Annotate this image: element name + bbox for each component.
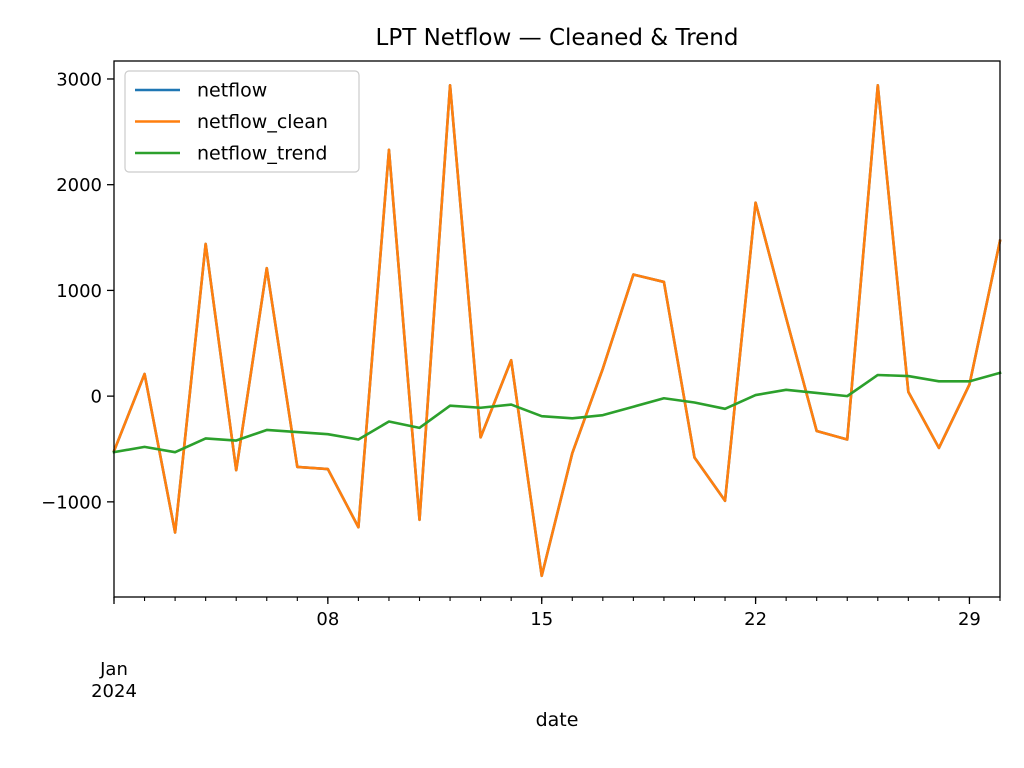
- series-line-netflow-clean: [112, 84, 1002, 578]
- series-layer: [112, 84, 1002, 578]
- legend: netflow netflow_clean netflow_trend: [124, 70, 360, 173]
- x-period-label-month: Jan: [99, 659, 128, 680]
- y-tick-label: 2000: [56, 175, 102, 196]
- x-tick-label: 29: [958, 609, 981, 630]
- series-line-netflow-trend: [112, 371, 1002, 454]
- x-tick-label: 08: [316, 609, 339, 630]
- y-tick-label: 1000: [56, 281, 102, 302]
- x-axis-title: date: [536, 709, 579, 731]
- x-tick-label: 22: [744, 609, 767, 630]
- legend-label-netflow-trend: netflow_trend: [197, 143, 327, 165]
- y-tick-label: −1000: [41, 492, 102, 513]
- legend-label-netflow-clean: netflow_clean: [197, 111, 328, 133]
- x-period-label-year: 2024: [91, 681, 137, 702]
- x-tick-label: 15: [530, 609, 553, 630]
- y-tick-label: 3000: [56, 69, 102, 90]
- chart-title: LPT Netflow — Cleaned & Trend: [376, 25, 739, 51]
- legend-label-netflow: netflow: [197, 80, 267, 102]
- plot-frame: [113, 60, 1001, 598]
- legend-box: [124, 70, 360, 173]
- y-tick-label: 0: [91, 387, 102, 408]
